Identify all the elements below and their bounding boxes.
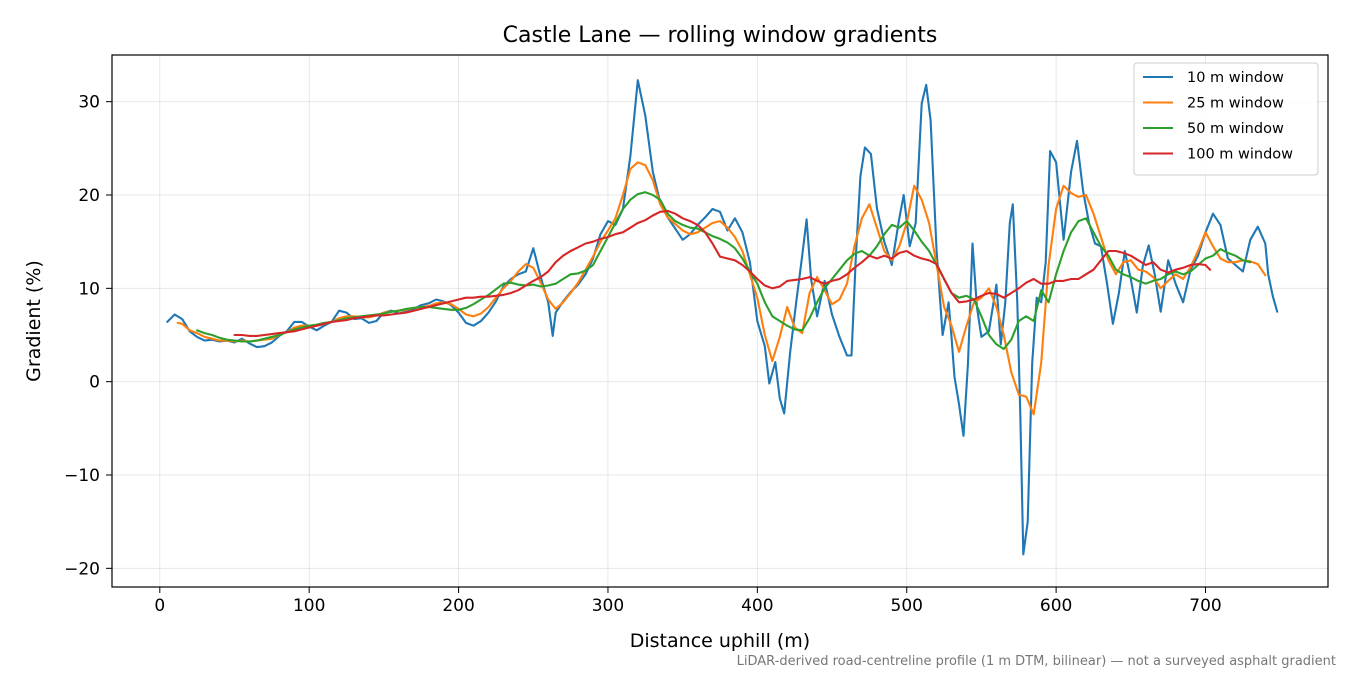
- x-tick-label: 400: [741, 596, 773, 616]
- x-axis-label: Distance uphill (m): [630, 630, 810, 652]
- legend-label: 50 m window: [1187, 121, 1284, 137]
- plot-frame: [111, 54, 1329, 588]
- series-group: [166, 79, 1279, 556]
- legend-label: 100 m window: [1187, 147, 1293, 163]
- footnote: LiDAR-derived road-centreline profile (1…: [737, 654, 1336, 669]
- x-tick-label: 600: [1040, 596, 1072, 616]
- chart-title: Castle Lane — rolling window gradients: [503, 23, 938, 48]
- x-tick-label: 100: [293, 596, 325, 616]
- legend-label: 25 m window: [1187, 96, 1284, 112]
- y-axis-label: Gradient (%): [23, 260, 45, 382]
- series-line-1: [166, 79, 1279, 556]
- x-tick-label: 300: [592, 596, 624, 616]
- y-tick-label: 30: [78, 93, 100, 113]
- x-tick-label: 700: [1189, 596, 1221, 616]
- y-tick-label: −10: [64, 466, 100, 486]
- y-tick-label: −20: [64, 559, 100, 579]
- y-tick-label: 0: [89, 373, 100, 393]
- series-line-4: [233, 209, 1212, 337]
- x-tick-label: 500: [891, 596, 923, 616]
- x-tick-label: 200: [442, 596, 474, 616]
- x-tick-label: 0: [154, 596, 165, 616]
- legend-box: [1133, 62, 1319, 176]
- legend: 10 m window 25 m window 50 m window 100 m w…: [1133, 62, 1319, 176]
- axis-ticks: 0 100 200 300 400 500 600 700 −20 −10 0 10 20 30: [64, 93, 1222, 616]
- y-tick-label: 20: [78, 186, 100, 206]
- legend-label: 10 m window: [1187, 70, 1284, 86]
- y-tick-label: 10: [78, 279, 100, 299]
